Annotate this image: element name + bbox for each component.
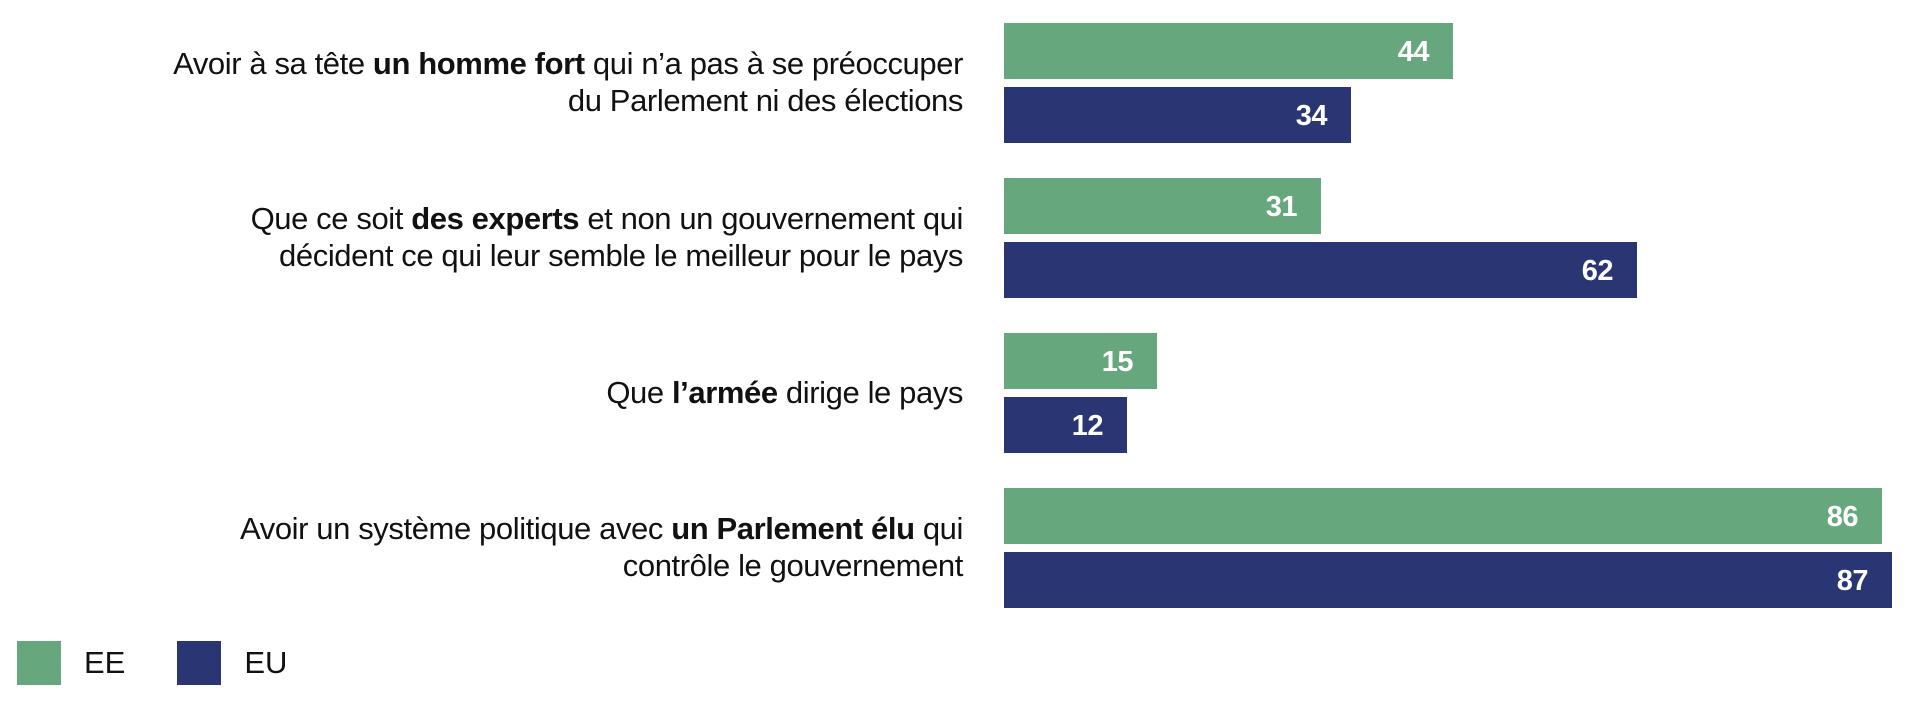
- category-label-text: décident ce qui leur semble le meilleur …: [279, 238, 963, 273]
- bar-value-label: 34: [1295, 100, 1328, 132]
- bar-ee: [1004, 178, 1321, 234]
- category-label: Que l’armée dirige le pays: [23, 374, 963, 411]
- category-label-text: qui: [914, 511, 964, 546]
- bar-ee: [1004, 23, 1453, 79]
- bar-value-label: 15: [1101, 346, 1134, 378]
- bar-value-label: 86: [1826, 501, 1859, 533]
- category-label-text: Avoir un système politique avec: [240, 511, 672, 546]
- category-label: Avoir un système politique avec un Parle…: [23, 510, 963, 584]
- bar-eu: [1004, 552, 1892, 608]
- legend-label-eu: EU: [244, 645, 288, 680]
- category-label-emphasis: des experts: [411, 201, 580, 236]
- category-label-emphasis: un homme fort: [372, 46, 585, 81]
- category-label-text: qui n’a pas à se préoccuper: [584, 46, 963, 81]
- category-label-emphasis: un Parlement élu: [671, 511, 915, 546]
- category-label-text: du Parlement ni des élections: [567, 83, 963, 118]
- category-label-text: dirige le pays: [777, 374, 963, 410]
- category-label-text: Avoir à sa tête: [173, 46, 373, 81]
- legend-label-ee: EE: [84, 645, 126, 680]
- category-label-text: Que: [606, 374, 672, 410]
- bar-value-label: 12: [1071, 410, 1104, 442]
- legend-swatch-eu: [177, 641, 222, 685]
- bar-eu: [1004, 397, 1127, 453]
- category-label: Avoir à sa tête un homme fort qui n’a pa…: [23, 45, 963, 119]
- bar-eu: [1004, 242, 1637, 298]
- category-label: Que ce soit des experts et non un gouver…: [23, 200, 964, 274]
- legend: EE EU: [17, 641, 339, 685]
- bar-value-label: 87: [1836, 565, 1869, 597]
- bar-value-label: 31: [1265, 191, 1298, 223]
- bar-value-label: 44: [1397, 36, 1430, 68]
- category-label-text: Que ce soit: [250, 201, 412, 236]
- bar-ee: [1004, 333, 1157, 389]
- category-label-text: contrôle le gouvernement: [622, 548, 964, 583]
- bar-ee: [1004, 488, 1882, 544]
- category-label-emphasis: l’armée: [671, 374, 778, 410]
- bar-value-label: 62: [1581, 255, 1614, 287]
- category-label-text: et non un gouvernement qui: [579, 201, 963, 236]
- bar-eu: [1004, 87, 1351, 143]
- legend-swatch-ee: [17, 641, 61, 685]
